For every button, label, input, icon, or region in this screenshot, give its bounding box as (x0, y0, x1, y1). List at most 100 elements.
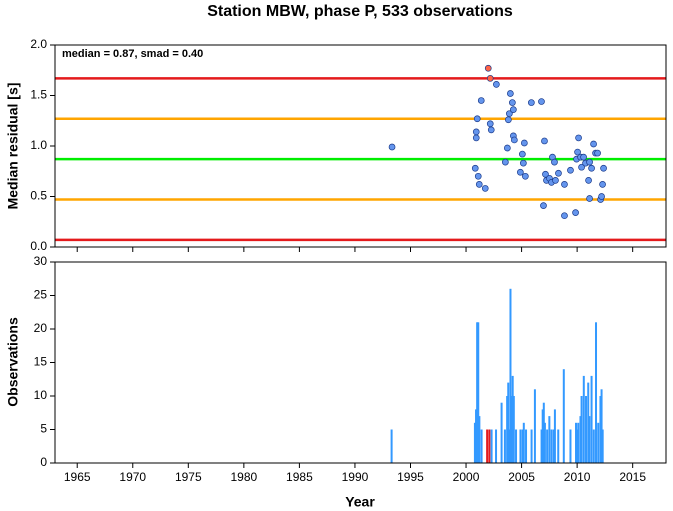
y-tick-label: 1.0 (30, 138, 47, 152)
bar (473, 422, 476, 463)
point (481, 185, 489, 192)
point (572, 209, 579, 217)
y-axis-label: Median residual [s] (5, 83, 21, 210)
x-tick-label: 2000 (453, 470, 480, 484)
bar (597, 422, 600, 463)
bar (601, 429, 604, 463)
bar (490, 429, 493, 463)
y-tick-label: 10 (34, 388, 48, 402)
bar (503, 429, 506, 463)
point (509, 99, 516, 106)
bar (508, 429, 511, 463)
bar (540, 429, 543, 463)
bar (553, 409, 556, 463)
bar (476, 322, 479, 463)
point (486, 74, 494, 82)
bar (590, 375, 593, 463)
bar (500, 402, 503, 463)
bar (541, 409, 544, 463)
bar (525, 429, 528, 463)
point (502, 158, 509, 166)
bar (480, 429, 483, 463)
point (588, 164, 595, 172)
bar (595, 322, 598, 463)
x-tick-label: 1970 (119, 470, 146, 484)
x-tick-label: 1980 (231, 470, 258, 484)
point (552, 176, 559, 184)
point (598, 193, 605, 200)
point (574, 148, 581, 156)
plot-frame (54, 44, 667, 248)
bar (506, 396, 509, 463)
bar (475, 409, 478, 463)
point (528, 99, 535, 106)
point (521, 139, 528, 147)
y-tick-label: 15 (34, 355, 48, 369)
point (561, 212, 568, 220)
point (473, 115, 481, 123)
point (586, 158, 593, 166)
plot-frame (54, 261, 667, 464)
point (586, 195, 593, 202)
bar (587, 382, 590, 463)
point (600, 164, 607, 172)
bar (576, 429, 579, 463)
bar (580, 396, 583, 463)
point (474, 172, 482, 180)
x-tick-label: 1965 (64, 470, 91, 484)
x-tick-label: 2010 (564, 470, 591, 484)
chart-title: Station MBW, phase P, 533 observations (207, 3, 513, 20)
point (475, 181, 483, 188)
bar (512, 396, 515, 463)
point (551, 158, 558, 166)
bar (557, 429, 560, 463)
bar (530, 429, 533, 463)
bar (486, 429, 489, 463)
point (484, 64, 492, 72)
x-tick-label: 1990 (342, 470, 369, 484)
point (507, 90, 514, 97)
y-tick-label: 5 (40, 422, 47, 436)
bar (390, 429, 393, 463)
point (510, 106, 517, 113)
bar (477, 322, 480, 463)
bar (495, 429, 498, 463)
point (493, 81, 500, 88)
point (506, 110, 513, 118)
bar (510, 396, 513, 463)
point (575, 134, 582, 142)
point (388, 143, 396, 151)
point (520, 159, 527, 167)
point (505, 116, 512, 124)
annotation: median = 0.87, smad = 0.40 (62, 48, 203, 60)
bar (585, 396, 588, 463)
y-tick-label: 0.0 (30, 239, 47, 253)
y-tick-label: 0 (40, 455, 47, 469)
x-tick-label: 1985 (286, 470, 313, 484)
bar (600, 389, 603, 463)
bar (546, 429, 549, 463)
point (541, 137, 548, 145)
point (590, 140, 597, 148)
x-axis-label: Year (345, 494, 375, 510)
point (519, 150, 526, 158)
point (471, 164, 479, 172)
bar (488, 429, 491, 463)
bar (542, 402, 545, 463)
point (522, 172, 529, 180)
y-tick-label: 2.0 (30, 37, 47, 51)
y-tick-label: 25 (34, 288, 48, 302)
point (538, 98, 545, 105)
point (504, 144, 511, 152)
bar (582, 375, 585, 463)
bar (478, 416, 481, 463)
y-tick-label: 0.5 (30, 189, 47, 203)
point (555, 169, 562, 177)
point (511, 136, 518, 144)
y-tick-label: 30 (34, 254, 48, 268)
bar (599, 396, 602, 463)
point (580, 153, 587, 161)
bar (543, 422, 546, 463)
point (472, 128, 480, 136)
bar (592, 429, 595, 463)
